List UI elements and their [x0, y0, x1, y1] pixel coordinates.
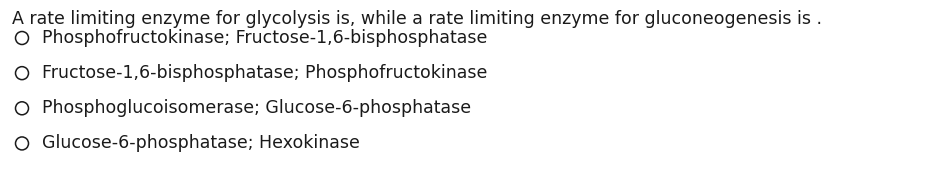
- Text: Phosphofructokinase; Fructose-1,6-bisphosphatase: Phosphofructokinase; Fructose-1,6-bispho…: [43, 29, 487, 47]
- Text: A rate limiting enzyme for glycolysis is, while a rate limiting enzyme for gluco: A rate limiting enzyme for glycolysis is…: [12, 10, 821, 28]
- Text: Fructose-1,6-bisphosphatase; Phosphofructokinase: Fructose-1,6-bisphosphatase; Phosphofruc…: [43, 64, 487, 82]
- Text: Phosphoglucoisomerase; Glucose-6-phosphatase: Phosphoglucoisomerase; Glucose-6-phospha…: [43, 99, 471, 117]
- Text: Glucose-6-phosphatase; Hexokinase: Glucose-6-phosphatase; Hexokinase: [43, 134, 360, 152]
